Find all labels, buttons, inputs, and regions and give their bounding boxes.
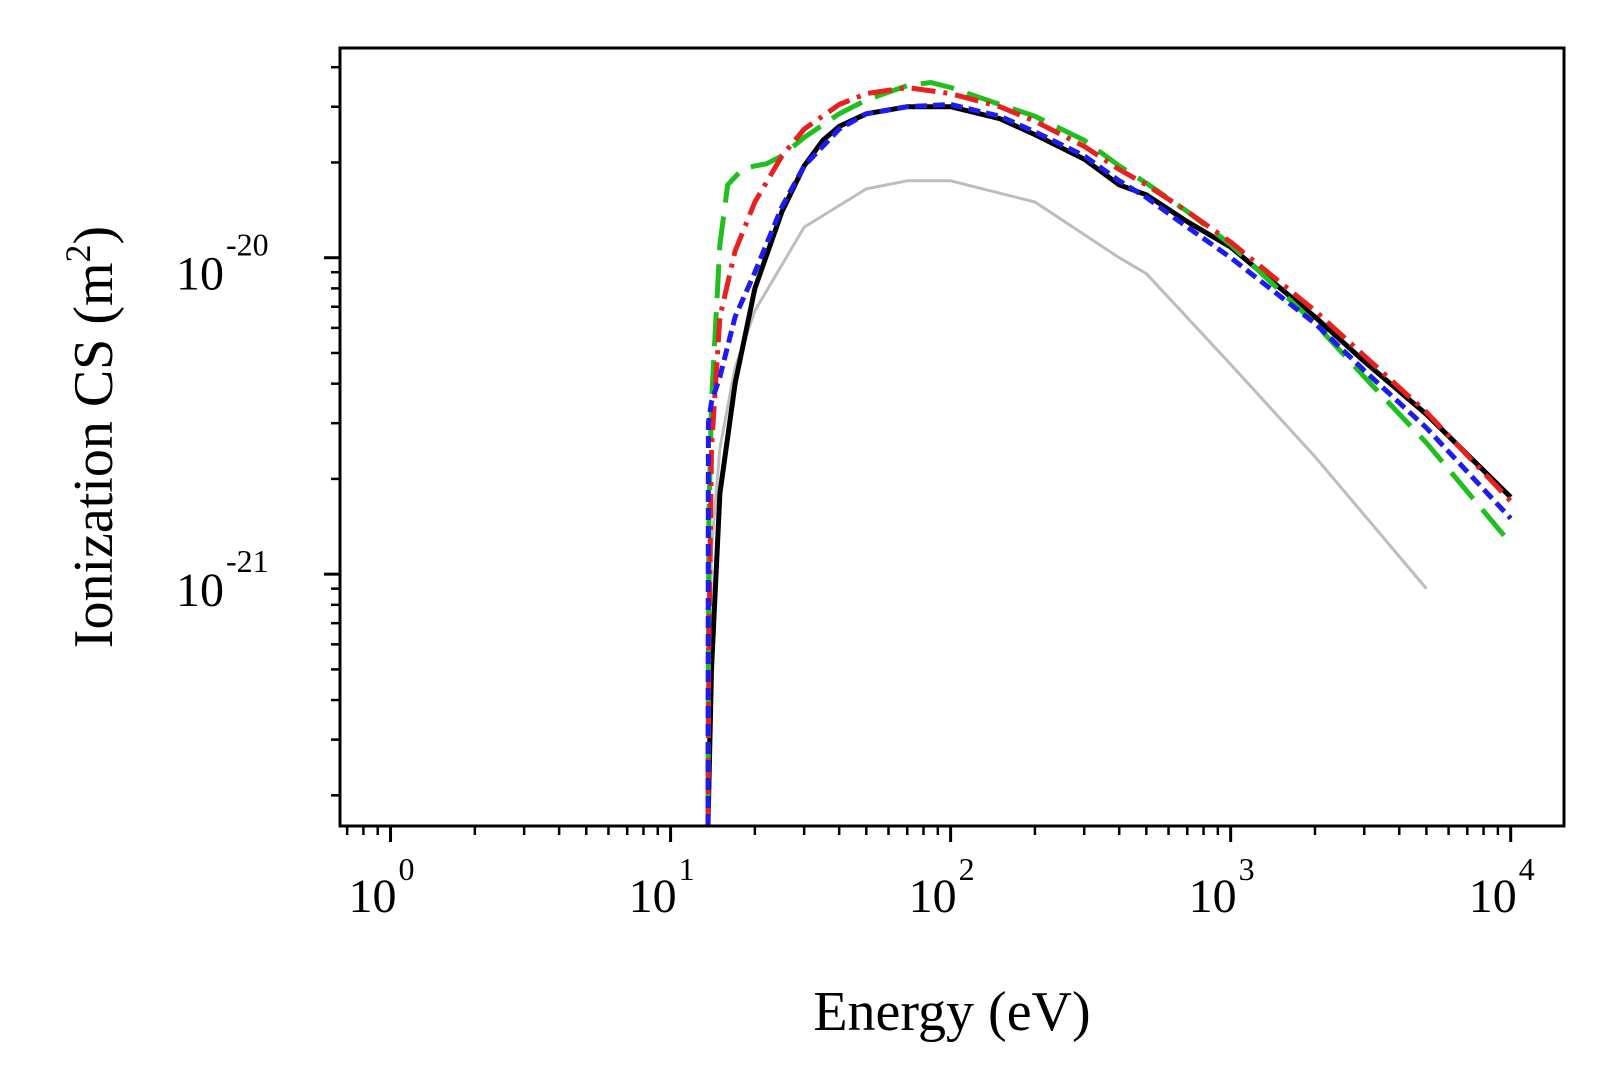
y-axis-label: Ionization CS (m2) [58,226,125,648]
y-axis-label-superscript: 2 [58,244,98,262]
x-tick-label: 10 [1189,870,1237,923]
x-tick-exponent: 3 [1239,851,1255,887]
y-tick-label: 10 [176,564,224,617]
y-axis-label-close: ) [63,226,125,245]
x-tick-label: 10 [1469,870,1517,923]
y-axis-label-main: Ionization CS (m [63,262,125,648]
y-tick-label: 10 [176,248,224,301]
series-line-green [705,80,1513,826]
x-tick-exponent: 1 [679,851,695,887]
x-tick-exponent: 4 [1519,851,1535,887]
x-tick-label: 10 [629,870,677,923]
y-tick-exponent: -21 [226,543,269,579]
series-layer [705,80,1513,826]
x-tick-exponent: 2 [959,851,975,887]
x-tick-label: 10 [349,870,397,923]
x-tick-label: 10 [909,870,957,923]
x-axis-label: Energy (eV) [813,981,1090,1043]
plot-frame [338,46,1566,828]
series-line-blue [705,102,1513,826]
x-tick-exponent: 0 [399,851,415,887]
series-line-gray [705,179,1428,796]
y-tick-exponent: -20 [226,227,269,263]
